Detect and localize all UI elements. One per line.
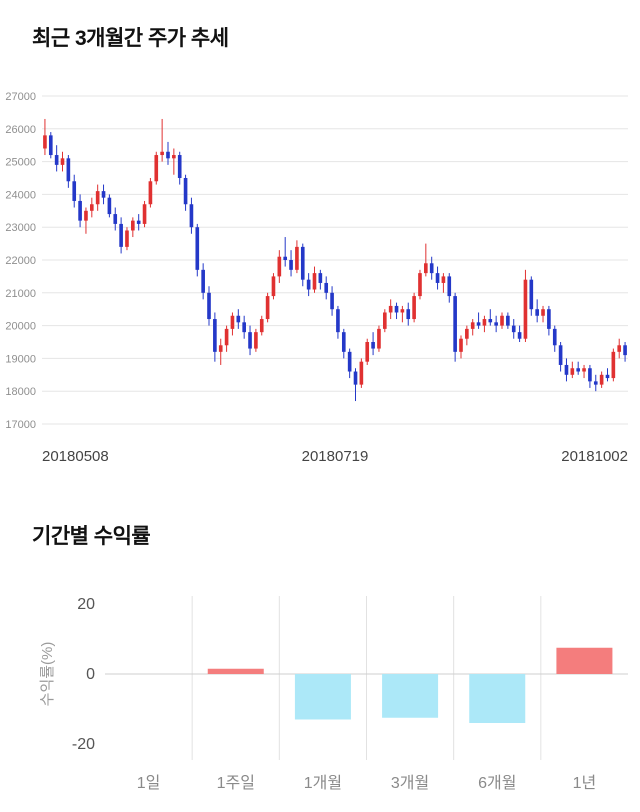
period-returns-title: 기간별 수익률 [32, 525, 151, 548]
svg-text:21000: 21000 [5, 288, 36, 300]
svg-text:19000: 19000 [5, 353, 36, 365]
svg-text:18000: 18000 [5, 386, 36, 398]
svg-text:0: 0 [86, 666, 95, 683]
price-candlestick-chart: 27000 26000 25000 24000 23000 22000 21000 20000… [5, 91, 628, 465]
svg-text:20180508: 20180508 [42, 448, 109, 465]
svg-text:1주일: 1주일 [217, 774, 255, 792]
svg-text:6개월: 6개월 [478, 774, 516, 792]
price-trend-title: 최근 3개월간 주가 추세 [32, 27, 229, 50]
period-returns-bar-chart: 20 0 -20 수익률(%) 1일 1주일 1개월 3개월 6개월 1년 [39, 596, 628, 792]
svg-text:20181002: 20181002 [561, 448, 628, 465]
svg-text:20180719: 20180719 [302, 448, 369, 465]
svg-text:20: 20 [77, 596, 95, 613]
svg-text:17000: 17000 [5, 419, 36, 431]
svg-text:24000: 24000 [5, 189, 36, 201]
svg-text:1개월: 1개월 [304, 774, 342, 792]
svg-text:-20: -20 [72, 736, 95, 753]
svg-text:22000: 22000 [5, 255, 36, 267]
svg-text:1년: 1년 [573, 774, 597, 792]
svg-text:26000: 26000 [5, 124, 36, 136]
svg-text:수익률(%): 수익률(%) [39, 642, 56, 707]
svg-text:23000: 23000 [5, 222, 36, 234]
svg-text:25000: 25000 [5, 157, 36, 169]
svg-text:1일: 1일 [137, 774, 161, 792]
svg-text:20000: 20000 [5, 321, 36, 333]
svg-text:27000: 27000 [5, 91, 36, 103]
svg-text:3개월: 3개월 [391, 774, 429, 792]
